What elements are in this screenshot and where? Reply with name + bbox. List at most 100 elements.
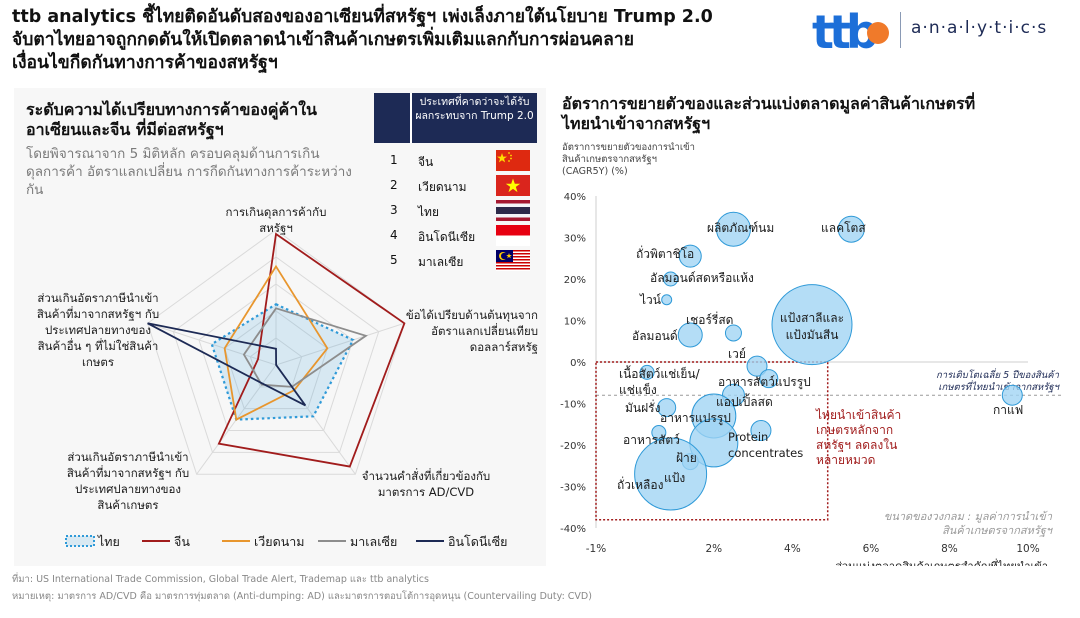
radar-spoke <box>147 322 277 366</box>
scatter-point-label: เนื้อสัตว์แช่เย็น/แช่แข็ง <box>619 365 701 397</box>
scatter-avg-note: การเติบโตเฉลี่ย 5 ปีของสินค้าเกษตรที่ไทย… <box>936 368 1061 393</box>
radar-chart: การเกินดุลการค้ากับสหรัฐฯข้อได้เปรียบด้า… <box>37 205 538 549</box>
scatter-ytick-label: -30% <box>560 483 586 494</box>
scatter-bubble <box>746 355 768 377</box>
ranking-row: 5 มาเลเซีย <box>374 250 544 272</box>
headline-line-1: ttb analytics ชี้ไทยติดอันดับสองของอาเซี… <box>12 7 713 27</box>
note-footnote: หมายเหตุ: มาตรการ AD/CVD คือ มาตรการทุ่ม… <box>12 591 592 602</box>
scatter-bubble <box>771 284 853 366</box>
ttb-logo-mark: ttb <box>812 5 889 59</box>
scatter-ytick-label: 30% <box>564 234 586 245</box>
ranking-header-text: ประเทศที่คาดว่าจะได้รับผลกระทบจาก Trump … <box>415 96 534 122</box>
radar-panel: ระดับความได้เปรียบทางการค้าของคู่ค้าในอา… <box>14 88 546 566</box>
scatter-point-label: เชอร์รี่สด <box>686 311 733 327</box>
radar-axis-label-line: สินค้าที่มาจากสหรัฐฯ กับ <box>67 465 189 480</box>
scatter-box-note-line: สหรัฐฯ ลดลงใน <box>816 438 897 452</box>
radar-series <box>147 232 406 468</box>
ranking-number: 3 <box>390 203 398 217</box>
scatter-point-label: อาหารสัตว์แปรรูป <box>718 375 811 390</box>
ranking-row: 1 จีน <box>374 150 544 172</box>
radar-axis-label-line: ดอลลาร์สหรัฐ <box>470 340 538 354</box>
ranking-header-divider <box>410 93 412 143</box>
radar-axis-label-line: สินค้าอื่น ๆ ที่ไม่ใช่สินค้า <box>38 338 159 353</box>
vietnam-flag-icon <box>496 175 530 196</box>
radar-grid-ring <box>198 283 354 432</box>
radar-axis-label-line: ประเทศปลายทางของ <box>75 482 181 496</box>
indonesia-flag-icon <box>496 225 530 246</box>
scatter-bubble <box>661 294 673 306</box>
scatter-box-note-line: หลายหมวด <box>816 453 875 467</box>
scatter-point-label: อาหารสัตว์ <box>623 433 680 447</box>
scatter-point-label: ไวน์ <box>639 293 661 307</box>
scatter-bubbles <box>634 211 1023 511</box>
scatter-highlight-box <box>595 361 829 521</box>
thailand-flag-icon <box>496 200 530 221</box>
legend-label: อินโดนีเซีย <box>448 534 508 549</box>
source-footnote: ที่มา: US International Trade Commission… <box>12 574 429 585</box>
radar-axis-label: การเกินดุลการค้ากับสหรัฐฯ <box>226 205 327 235</box>
radar-axis-label-line: มาตรการ AD/CVD <box>378 485 474 499</box>
scatter-panel: อัตราการขยายตัวของและส่วนแบ่งตลาดมูลค่าส… <box>556 88 1068 566</box>
radar-panel-title: ระดับความได้เปรียบทางการค้าของคู่ค้าในอา… <box>26 100 317 139</box>
scatter-point-label: อัลมอนด์ <box>632 329 678 343</box>
scatter-point-label-line: concentrates <box>728 446 803 460</box>
scatter-bubble <box>678 244 702 268</box>
ttb-analytics-logo: ttb a·n·a·l·y·t·i·c·s <box>812 5 1074 59</box>
ranking-country: ไทย <box>418 205 439 219</box>
scatter-point-label: แลคโตส <box>821 221 866 235</box>
scatter-bubble <box>663 271 679 287</box>
scatter-ytick-label: 40% <box>564 192 586 203</box>
scatter-point-label: เวย์ <box>728 347 746 361</box>
scatter-ylabel: อัตราการขยายตัวของการนำเข้าสินค้าเกษตรจา… <box>562 142 695 177</box>
ranking-number: 2 <box>390 178 398 192</box>
radar-series-อินโดนีเซีย <box>147 322 307 407</box>
headline-line-2: จับตาไทยอาจถูกกดดันให้เปิดตลาดนำเข้าสินค… <box>12 30 634 50</box>
scatter-point-label: ผลิตภัณฑ์นม <box>707 221 774 235</box>
scatter-ytick-label: 0% <box>570 358 586 369</box>
scatter-size-note-line: ขนาดของวงกลม : มูลค่าการนำเข้า <box>884 510 1053 523</box>
legend-label: ไทย <box>97 534 120 549</box>
scatter-point-label: ถั่วพิตาชิโอ <box>636 245 694 261</box>
radar-axis-label: จำนวนคำสั่งที่เกี่ยวข้องกับมาตรการ AD/CV… <box>362 468 490 499</box>
scatter-point-label-line: เนื้อสัตว์แช่เย็น/ <box>619 365 701 381</box>
scatter-point-label: แป้งสาลีและแป้งมันสีน <box>780 311 844 342</box>
scatter-xtick-label: -1% <box>586 543 606 555</box>
radar-axis-label: ส่วนเกินอัตราภาษีนำเข้าสินค้าที่มาจากสหร… <box>37 291 159 369</box>
ranking-number: 4 <box>390 228 398 242</box>
scatter-bubble <box>634 437 708 511</box>
ranking-country: มาเลเซีย <box>418 255 464 269</box>
scatter-xlabel: ส่วนแบ่งตลาดสินค้าเกษตรสำคัญที่ไทยนำเข้า… <box>835 558 1048 566</box>
radar-grid-ring <box>249 337 303 388</box>
radar-series-เวียดนาม <box>223 264 329 421</box>
legend-label: มาเลเซีย <box>350 534 397 549</box>
headline-line-3: เงื่อนไขกีดกันทางการค้าของสหรัฐฯ <box>12 53 278 73</box>
scatter-ytick-label: 10% <box>564 317 586 328</box>
malaysia-flag-icon <box>496 250 530 271</box>
ranking-row: 2 เวียดนาม <box>374 175 544 197</box>
scatter-bubble <box>759 369 779 389</box>
ttb-logo-dot <box>867 22 889 44</box>
scatter-bubble <box>750 419 772 441</box>
scatter-bubble <box>677 322 703 348</box>
scatter-box-note-line: เกษตรหลักจาก <box>816 423 893 437</box>
radar-grid <box>147 229 405 475</box>
scatter-point-label: อัลมอนด์สดหรือแห้ง <box>650 271 754 285</box>
radar-grid-ring <box>224 310 328 410</box>
legend-label: จีน <box>174 534 190 549</box>
scatter-bubble <box>689 418 739 468</box>
scatter-panel-title: อัตราการขยายตัวของและส่วนแบ่งตลาดมูลค่าส… <box>562 94 976 133</box>
scatter-bubble <box>657 398 677 418</box>
scatter-point-label: กาแฟ <box>993 403 1023 417</box>
china-flag-icon <box>496 150 530 171</box>
scatter-point-label: แป้ง <box>664 471 685 485</box>
legend-label: เวียดนาม <box>254 534 305 549</box>
ranking-number: 5 <box>390 253 398 267</box>
headline: ttb analytics ชี้ไทยติดอันดับสองของอาเซี… <box>12 6 802 75</box>
radar-axis-label-line: ประเทศปลายทางของ <box>45 323 151 337</box>
scatter-size-note-line: สินค้าเกษตรจากสหรัฐฯ <box>942 524 1054 537</box>
radar-series-มาเลเซีย <box>242 307 368 388</box>
radar-spoke <box>275 322 405 366</box>
scatter-avg-note-line: เกษตรที่ไทยนำเข้าจากสหรัฐฯ <box>938 380 1060 393</box>
ranking-country: เวียดนาม <box>418 180 467 194</box>
